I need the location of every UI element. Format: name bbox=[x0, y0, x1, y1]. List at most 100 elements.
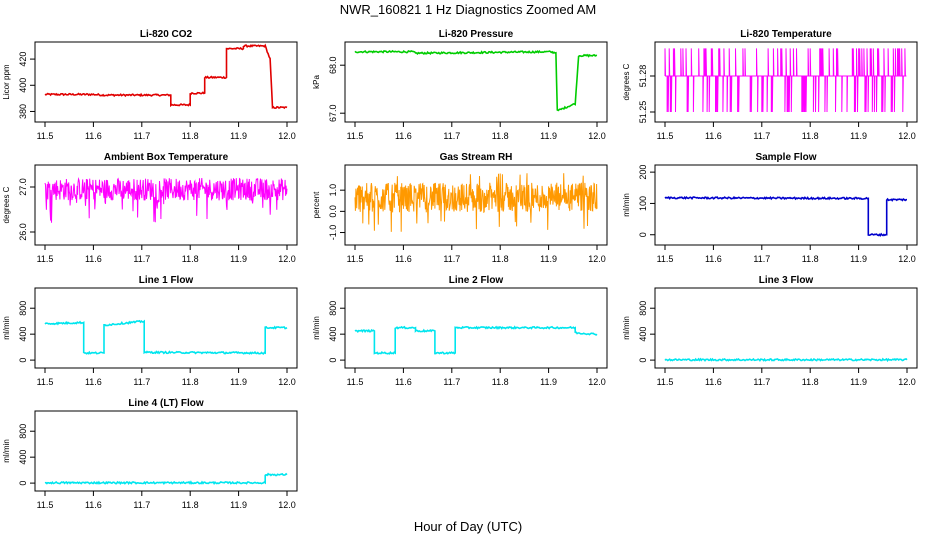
series-line-ambient bbox=[44, 176, 288, 223]
series-line-line3 bbox=[664, 357, 908, 363]
x-tick-label: 11.9 bbox=[230, 254, 247, 264]
y-tick-label: 0 bbox=[638, 232, 648, 237]
figure-title: NWR_160821 1 Hz Diagnostics Zoomed AM bbox=[340, 2, 597, 17]
y-tick-label: 1.0 bbox=[328, 184, 338, 197]
x-tick-label: 12.0 bbox=[588, 377, 606, 387]
series-line-line4 bbox=[44, 472, 288, 486]
x-tick-label: 11.8 bbox=[802, 254, 819, 264]
x-tick-label: 11.6 bbox=[85, 500, 102, 510]
x-tick-label: 11.7 bbox=[443, 131, 460, 141]
y-axis-label: percent bbox=[312, 191, 321, 218]
x-tick-label: 12.0 bbox=[898, 131, 916, 141]
panel-title: Li-820 Temperature bbox=[740, 29, 832, 40]
x-tick-label: 11.6 bbox=[85, 254, 102, 264]
panel-line1: Line 1 Flow ml/min 0 400 800 11.5 11.6 11.7 11.8… bbox=[2, 275, 298, 387]
x-tick-label: 11.6 bbox=[705, 254, 722, 264]
panel-ambient: Ambient Box Temperature degrees C 26.0 27.0… bbox=[2, 152, 298, 264]
y-tick-label: 0 bbox=[328, 358, 338, 363]
x-tick-label: 11.5 bbox=[657, 254, 674, 264]
x-tick-label: 11.8 bbox=[802, 377, 819, 387]
x-tick-label: 11.5 bbox=[37, 131, 54, 141]
x-tick-label: 11.9 bbox=[230, 500, 247, 510]
y-tick-label: 800 bbox=[328, 301, 338, 316]
y-tick-label: 420 bbox=[18, 52, 28, 67]
x-tick-label: 11.6 bbox=[85, 377, 102, 387]
y-tick-label: 0 bbox=[18, 358, 28, 363]
panel-line2: Line 2 Flow ml/min 0 400 800 11.5 11.6 11.7 11.8… bbox=[312, 275, 608, 387]
y-axis-label: kPa bbox=[312, 75, 321, 89]
y-axis-label: degrees C bbox=[622, 63, 631, 100]
plot-frame bbox=[654, 164, 918, 246]
x-tick-label: 11.5 bbox=[657, 131, 674, 141]
panel-line3: Line 3 Flow ml/min 0 400 800 11.5 11.6 11.7 11.8… bbox=[622, 275, 918, 387]
x-tick-label: 11.7 bbox=[443, 377, 460, 387]
x-tick-label: 11.8 bbox=[492, 131, 509, 141]
y-axis-label: ml/min bbox=[622, 316, 631, 340]
x-tick-label: 11.5 bbox=[657, 377, 674, 387]
y-tick-label: 0.0 bbox=[328, 205, 338, 218]
y-axis-label: ml/min bbox=[2, 316, 11, 340]
x-tick-label: 11.6 bbox=[705, 377, 722, 387]
series-line-line1 bbox=[44, 319, 288, 355]
x-tick-label: 11.5 bbox=[37, 254, 54, 264]
x-tick-label: 11.6 bbox=[85, 131, 102, 141]
y-tick-label: 51.28 bbox=[638, 65, 648, 88]
x-tick-label: 11.7 bbox=[443, 254, 460, 264]
x-tick-label: 11.9 bbox=[540, 377, 557, 387]
panel-title: Gas Stream RH bbox=[440, 152, 513, 163]
y-tick-label: 800 bbox=[638, 301, 648, 316]
y-axis-label: ml/min bbox=[2, 439, 11, 463]
y-tick-label: 27.0 bbox=[18, 178, 28, 196]
x-tick-label: 11.8 bbox=[182, 131, 199, 141]
y-tick-label: 400 bbox=[328, 327, 338, 342]
x-tick-label: 11.6 bbox=[395, 131, 412, 141]
y-tick-label: 51.25 bbox=[638, 101, 648, 124]
plot-frame bbox=[34, 410, 298, 492]
x-tick-label: 12.0 bbox=[588, 131, 606, 141]
y-tick-label: 26.0 bbox=[18, 223, 28, 241]
y-tick-label: 0 bbox=[638, 358, 648, 363]
series-line-rh bbox=[354, 173, 598, 232]
panel-title: Line 4 (LT) Flow bbox=[128, 398, 204, 409]
x-tick-label: 11.5 bbox=[347, 377, 364, 387]
x-tick-label: 11.8 bbox=[492, 377, 509, 387]
x-tick-label: 11.7 bbox=[133, 254, 150, 264]
x-tick-label: 11.7 bbox=[133, 377, 150, 387]
series-line-pressure bbox=[354, 49, 598, 112]
y-tick-label: 67.0 bbox=[328, 104, 338, 122]
plot-frame bbox=[654, 41, 918, 123]
x-tick-label: 11.6 bbox=[395, 377, 412, 387]
series-line-co2 bbox=[44, 43, 288, 110]
x-tick-label: 11.7 bbox=[753, 131, 770, 141]
x-tick-label: 11.9 bbox=[850, 377, 867, 387]
x-tick-label: 12.0 bbox=[278, 500, 296, 510]
y-axis-label: Licor ppm bbox=[2, 64, 11, 99]
y-tick-label: 400 bbox=[18, 78, 28, 93]
panel-temp820: Li-820 Temperature degrees C 51.25 51.28 11.… bbox=[622, 29, 918, 141]
y-tick-label: 800 bbox=[18, 301, 28, 316]
y-tick-label: 0 bbox=[18, 481, 28, 486]
x-tick-label: 11.5 bbox=[37, 377, 54, 387]
plot-frame bbox=[654, 287, 918, 369]
plot-frame bbox=[344, 164, 608, 246]
x-tick-label: 12.0 bbox=[278, 131, 296, 141]
y-axis-label: degrees C bbox=[2, 186, 11, 223]
y-tick-label: 68.0 bbox=[328, 56, 338, 74]
y-tick-label: 200 bbox=[638, 165, 648, 180]
x-tick-label: 11.9 bbox=[850, 254, 867, 264]
panel-rh: Gas Stream RH percent -1.0 0.0 1.0 11.5 11.6 11… bbox=[312, 152, 608, 264]
panel-title: Li-820 Pressure bbox=[439, 29, 514, 40]
series-line-sample bbox=[664, 195, 907, 237]
x-tick-label: 11.9 bbox=[230, 131, 247, 141]
y-axis-label: ml/min bbox=[622, 193, 631, 217]
x-tick-label: 12.0 bbox=[898, 254, 916, 264]
x-axis-label: Hour of Day (UTC) bbox=[414, 519, 522, 534]
x-tick-label: 11.9 bbox=[230, 377, 247, 387]
x-tick-label: 11.6 bbox=[705, 131, 722, 141]
y-axis-label: ml/min bbox=[312, 316, 321, 340]
x-tick-label: 12.0 bbox=[278, 377, 296, 387]
y-tick-label: 800 bbox=[18, 424, 28, 439]
x-tick-label: 11.5 bbox=[347, 254, 364, 264]
x-tick-label: 11.7 bbox=[133, 500, 150, 510]
